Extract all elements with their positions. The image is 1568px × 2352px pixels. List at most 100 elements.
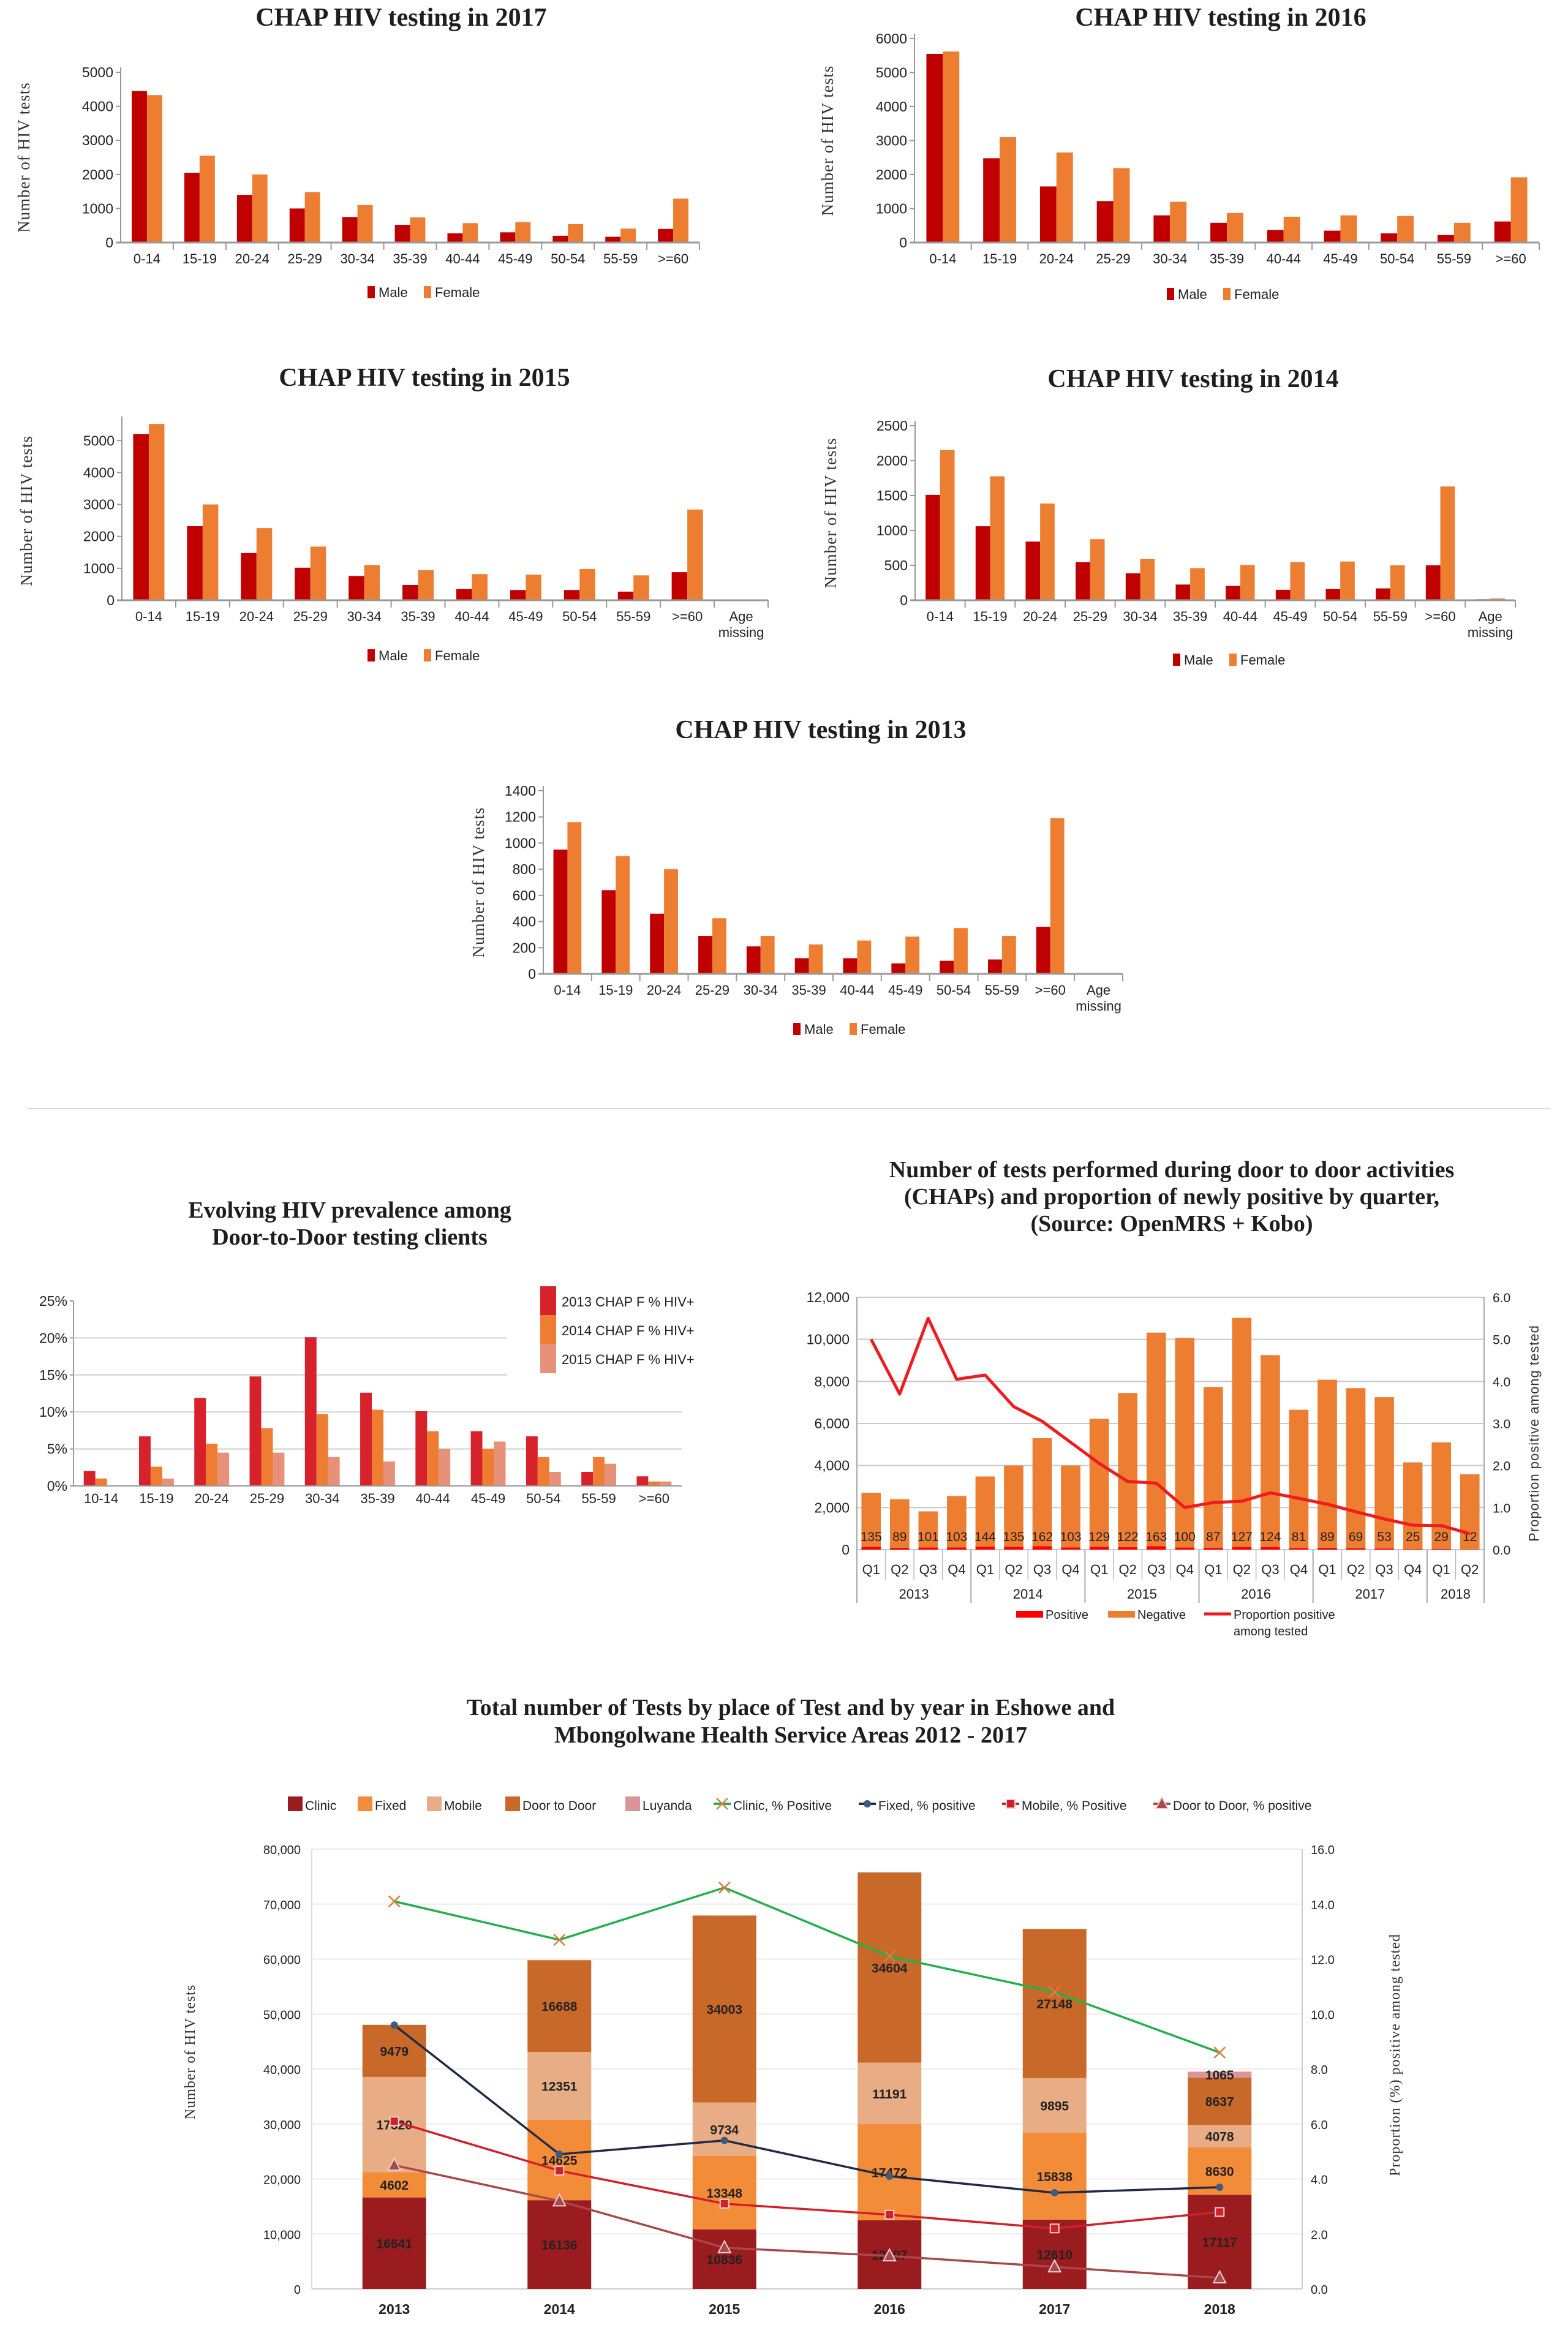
legend-label: Clinic, % Positive [733, 1799, 832, 1813]
bar-female [357, 205, 373, 243]
bar-female [202, 504, 219, 600]
bar-negative [918, 1511, 938, 1548]
x-tick-label-box: 15-19 [139, 1491, 173, 1506]
x-tick-label: 45-49 [508, 609, 543, 624]
bar-2014 [150, 1466, 162, 1486]
x-tick-label: 40-44 [454, 609, 489, 624]
bar-male [241, 552, 257, 600]
y2-tick-label: 14.0 [1311, 1899, 1335, 1912]
bar-positive [918, 1547, 938, 1550]
bar-female [1510, 177, 1528, 243]
bar-male [617, 591, 634, 600]
bar-male [746, 946, 761, 974]
bar-female [146, 95, 162, 243]
bar-2013 [304, 1337, 317, 1486]
bar-female [809, 944, 823, 974]
x-tick-label: >=60 [672, 609, 703, 624]
bar-male [1324, 230, 1341, 243]
y-tick-label: 2500 [876, 418, 908, 434]
x-tick-label-box: 15-19 [186, 609, 220, 624]
bar-male [658, 228, 674, 243]
quarter-label: Q1 [1204, 1562, 1222, 1577]
y-axis-label: Number of HIV tests [469, 807, 488, 958]
segment-value-label: 16136 [541, 2239, 577, 2253]
year-label: 2014 [1013, 1586, 1043, 1602]
legend-swatch [288, 1796, 303, 1811]
x-tick-label: 30-34 [1153, 251, 1188, 266]
legend-swatch [1229, 654, 1237, 666]
x-tick-label-box: 20-24 [646, 982, 682, 998]
x-tick-label-box: 15-19 [598, 982, 633, 998]
x-tick-label-box: 0-14 [929, 251, 956, 266]
x-tick-label: >=60 [1425, 609, 1456, 624]
y-tick-label: 400 [513, 914, 536, 930]
y-tick-label: 4000 [82, 99, 113, 115]
y2-tick-label: 2.0 [1493, 1460, 1510, 1474]
x-tick-label: 50-54 [562, 609, 597, 624]
tests-by-place-chart: Total number of Tests by place of Test a… [183, 1695, 1403, 2317]
bar-2013 [470, 1431, 483, 1486]
marker-x [1048, 1986, 1061, 1999]
bar-female [616, 856, 630, 974]
x-tick-label-box: 30-34 [340, 251, 374, 266]
marker-triangle [552, 2193, 567, 2207]
x-tick-label-box: 55-59 [616, 609, 650, 624]
x-tick-label: 0-14 [554, 982, 581, 998]
x-tick-label-box: >=60 [639, 1491, 669, 1506]
door-to-door-chart: Number of tests performed during door to… [807, 1157, 1542, 1638]
x-tick-label-box: 0-14 [554, 982, 581, 998]
segment-value-label: 9479 [380, 2045, 409, 2059]
quarter-label: Q2 [1461, 1562, 1479, 1577]
segment-value-label: 11191 [872, 2087, 907, 2101]
y-tick-label: 10,000 [807, 1332, 850, 1348]
bar-negative [1061, 1465, 1080, 1548]
marker-circle [886, 2173, 894, 2180]
bar-male [1076, 562, 1090, 600]
quarter-label: Q3 [1033, 1562, 1051, 1577]
legend-label: Fixed, % positive [878, 1799, 976, 1813]
x-tick-label: 15-19 [973, 609, 1008, 624]
x-tick-label: 35-39 [401, 609, 435, 624]
year-label: 2013 [899, 1586, 929, 1602]
bar-negative [1032, 1438, 1052, 1547]
y-tick-label: 40,000 [263, 2064, 301, 2077]
positive-count-label: 122 [1117, 1530, 1139, 1544]
y2-tick-label: 5.0 [1493, 1333, 1510, 1348]
bar-female [1440, 486, 1455, 600]
bar-male [456, 589, 472, 600]
chart-title: Number of tests performed during door to… [889, 1157, 1454, 1183]
y-tick-label: 15% [39, 1367, 67, 1383]
y-tick-label: 2,000 [814, 1499, 850, 1515]
marker-triangle [1212, 2269, 1227, 2284]
x-tick-label-box: 50-54 [526, 1491, 560, 1506]
marker-circle [390, 2021, 398, 2029]
x-tick-label: 20-24 [646, 982, 682, 998]
bar-negative [1118, 1393, 1138, 1547]
bar-male [1039, 186, 1057, 243]
bar-segment-door-to-door [858, 1872, 922, 2063]
bar-male [1153, 215, 1170, 243]
bar-male [553, 850, 568, 974]
legend-label: 2015 CHAP F % HIV+ [562, 1352, 695, 1367]
x-tick-label: 40-44 [840, 982, 875, 998]
bar-male [289, 208, 305, 243]
bar-positive [1004, 1547, 1023, 1550]
quarter-label: Q4 [1404, 1562, 1422, 1577]
marker-triangle [1047, 2258, 1062, 2273]
x-tick-label: 35-39 [791, 982, 826, 998]
bar-segment-fixed [527, 2119, 592, 2201]
bar-female [1240, 565, 1255, 600]
bar-female [954, 928, 968, 974]
bar-2013 [360, 1392, 372, 1486]
bar-male [1438, 235, 1454, 243]
bar-segment-door-to-door [692, 1915, 756, 2103]
bar-positive [1317, 1547, 1337, 1550]
legend-swatch [427, 1796, 442, 1811]
quarter-label: Q1 [1318, 1562, 1336, 1577]
x-tick-label: 25-29 [293, 609, 328, 624]
bar-negative [1146, 1332, 1166, 1547]
x-tick-label-box: >=60 [1035, 982, 1066, 998]
legend-swatch [1167, 288, 1174, 300]
y-tick-label: 20% [39, 1330, 67, 1346]
bar-male [1226, 586, 1240, 600]
